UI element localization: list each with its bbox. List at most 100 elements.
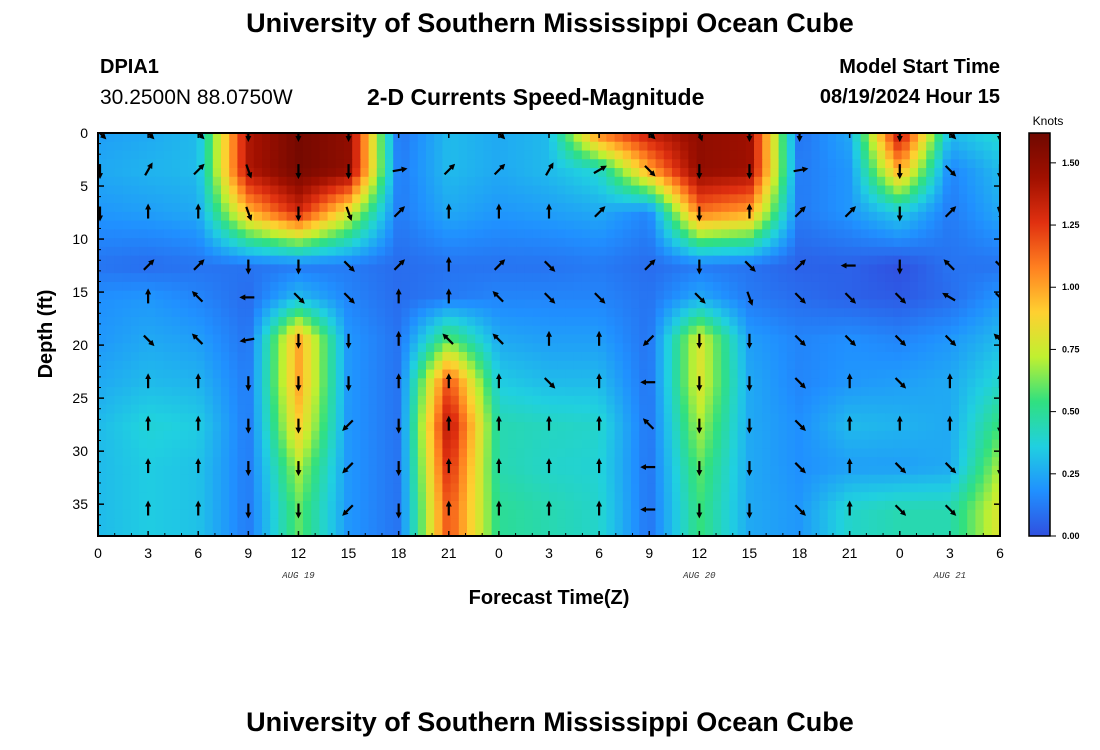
heatmap-cell xyxy=(590,290,599,301)
heatmap-cell xyxy=(426,369,435,379)
heatmap-cell xyxy=(959,448,968,458)
heatmap-cell xyxy=(729,141,739,152)
heatmap-cell xyxy=(819,343,829,353)
heatmap-cell xyxy=(483,360,493,371)
heatmap-cell xyxy=(426,439,435,449)
heatmap-cell xyxy=(335,369,345,379)
heatmap-cell xyxy=(286,229,296,239)
heatmap-cell xyxy=(352,387,361,397)
heatmap-cell xyxy=(901,308,911,318)
heatmap-cell xyxy=(188,465,197,476)
heatmap-cell xyxy=(959,141,968,152)
heatmap-cell xyxy=(360,334,370,344)
heatmap-cell xyxy=(491,492,501,502)
heatmap-cell xyxy=(868,457,878,467)
heatmap-cell xyxy=(385,290,394,301)
heatmap-cell xyxy=(106,360,115,371)
heatmap-cell xyxy=(950,150,960,160)
heatmap-cell xyxy=(590,448,599,458)
heatmap-cell xyxy=(122,395,132,406)
heatmap-cell xyxy=(926,474,935,485)
heatmap-cell xyxy=(778,290,788,301)
heatmap-cell xyxy=(959,413,968,423)
heatmap-cell xyxy=(565,369,575,379)
heatmap-cell xyxy=(237,509,247,520)
heatmap-cell xyxy=(229,500,238,511)
heatmap-cell xyxy=(114,308,124,318)
heatmap-cell xyxy=(499,211,509,222)
heatmap-cell xyxy=(229,203,238,213)
heatmap-cell xyxy=(360,360,370,371)
heatmap-cell xyxy=(409,369,419,379)
heatmap-cell xyxy=(524,457,534,467)
heatmap-cell xyxy=(270,246,279,257)
heatmap-cell xyxy=(139,316,148,327)
heatmap-cell xyxy=(417,264,427,274)
heatmap-cell xyxy=(975,290,985,301)
heatmap-cell xyxy=(909,255,919,266)
heatmap-cell xyxy=(844,264,853,274)
heatmap-cell xyxy=(483,369,493,379)
heatmap-cell xyxy=(688,325,698,336)
heatmap-cell xyxy=(991,229,1000,239)
heatmap-cell xyxy=(934,343,944,353)
heatmap-cell xyxy=(130,264,140,274)
heatmap-cell xyxy=(270,352,279,362)
heatmap-cell xyxy=(524,474,534,485)
heatmap-cell xyxy=(991,492,1000,502)
heatmap-cell xyxy=(688,457,698,467)
heatmap-cell xyxy=(204,439,214,449)
heatmap-cell xyxy=(852,465,862,476)
heatmap-cell xyxy=(991,299,1000,309)
heatmap-cell xyxy=(565,395,575,406)
heatmap-cell xyxy=(852,483,862,493)
heatmap-cell xyxy=(204,518,214,528)
heatmap-cell xyxy=(893,500,903,511)
heatmap-cell xyxy=(819,203,829,213)
heatmap-cell xyxy=(524,273,534,283)
heatmap-cell xyxy=(754,316,763,327)
heatmap-cell xyxy=(442,474,452,485)
heatmap-cell xyxy=(417,413,427,423)
heatmap-cell xyxy=(147,229,156,239)
heatmap-cell xyxy=(319,308,329,318)
heatmap-cell xyxy=(311,465,320,476)
heatmap-cell xyxy=(688,369,698,379)
heatmap-cell xyxy=(294,141,304,152)
heatmap-cell xyxy=(491,422,501,432)
heatmap-cell xyxy=(483,299,493,309)
heatmap-cell xyxy=(688,211,698,222)
heatmap-cell xyxy=(606,474,616,485)
heatmap-cell xyxy=(663,492,673,502)
heatmap-cell xyxy=(114,492,124,502)
heatmap-cell xyxy=(967,457,976,467)
heatmap-cell xyxy=(565,316,575,327)
heatmap-cell xyxy=(557,395,566,406)
heatmap-cell xyxy=(253,395,263,406)
heatmap-cell xyxy=(967,518,976,528)
heatmap-cell xyxy=(344,404,353,414)
heatmap-cell xyxy=(549,334,558,344)
heatmap-cell xyxy=(458,457,468,467)
heatmap-cell xyxy=(573,378,583,388)
heatmap-cell xyxy=(245,395,255,406)
heatmap-cell xyxy=(729,246,739,257)
heatmap-cell xyxy=(467,238,476,248)
heatmap-cell xyxy=(245,281,255,292)
heatmap-cell xyxy=(163,457,173,467)
heatmap-cell xyxy=(98,194,107,204)
heatmap-cell xyxy=(262,404,271,414)
heatmap-cell xyxy=(713,290,722,301)
heatmap-cell xyxy=(540,352,550,362)
heatmap-cell xyxy=(557,299,566,309)
heatmap-cell xyxy=(639,273,648,283)
heatmap-cell xyxy=(795,509,804,520)
heatmap-cell xyxy=(688,422,698,432)
heatmap-cell xyxy=(860,133,870,143)
heatmap-cell xyxy=(672,141,681,152)
heatmap-cell xyxy=(467,150,476,160)
heatmap-cell xyxy=(155,334,165,344)
heatmap-cell xyxy=(934,290,944,301)
heatmap-cell xyxy=(549,203,558,213)
heatmap-cell xyxy=(581,141,591,152)
